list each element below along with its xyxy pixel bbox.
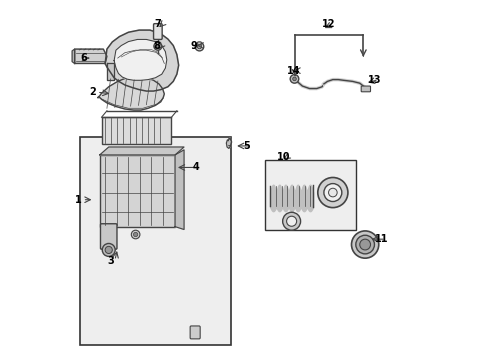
Circle shape: [324, 184, 342, 202]
Text: 10: 10: [276, 152, 290, 162]
FancyBboxPatch shape: [359, 242, 364, 247]
Polygon shape: [114, 40, 167, 80]
Circle shape: [318, 177, 348, 208]
Polygon shape: [100, 147, 184, 155]
Circle shape: [356, 235, 374, 254]
FancyBboxPatch shape: [80, 137, 231, 345]
FancyBboxPatch shape: [101, 117, 172, 144]
Text: 7: 7: [155, 19, 161, 29]
Circle shape: [290, 75, 299, 83]
FancyBboxPatch shape: [100, 224, 117, 249]
Text: 5: 5: [243, 141, 250, 151]
Polygon shape: [226, 138, 231, 148]
Circle shape: [287, 216, 296, 226]
Circle shape: [283, 212, 300, 230]
FancyBboxPatch shape: [190, 326, 200, 339]
Text: 4: 4: [193, 162, 200, 172]
Polygon shape: [72, 49, 74, 63]
Circle shape: [131, 230, 140, 239]
Text: 11: 11: [375, 234, 389, 244]
Circle shape: [360, 239, 370, 250]
FancyBboxPatch shape: [153, 24, 162, 40]
Circle shape: [133, 232, 138, 237]
Circle shape: [197, 44, 201, 49]
Circle shape: [195, 42, 204, 51]
Polygon shape: [74, 49, 107, 63]
FancyBboxPatch shape: [197, 42, 201, 45]
Text: 6: 6: [81, 53, 88, 63]
Circle shape: [154, 42, 162, 50]
FancyBboxPatch shape: [100, 155, 175, 226]
Text: 13: 13: [368, 75, 382, 85]
Polygon shape: [107, 63, 114, 80]
Circle shape: [156, 44, 160, 48]
Text: 3: 3: [107, 256, 114, 266]
Polygon shape: [175, 150, 184, 229]
Text: 1: 1: [74, 195, 81, 205]
Circle shape: [329, 188, 337, 197]
Polygon shape: [105, 30, 179, 91]
Text: 9: 9: [190, 41, 197, 50]
Text: 2: 2: [89, 87, 96, 97]
FancyBboxPatch shape: [361, 86, 370, 92]
Text: 12: 12: [322, 19, 336, 29]
Circle shape: [102, 243, 115, 256]
Circle shape: [105, 246, 112, 253]
Polygon shape: [98, 76, 164, 110]
Text: 8: 8: [153, 41, 160, 50]
Text: 14: 14: [287, 66, 301, 76]
Circle shape: [293, 77, 296, 81]
FancyBboxPatch shape: [265, 160, 356, 230]
Circle shape: [351, 231, 379, 258]
